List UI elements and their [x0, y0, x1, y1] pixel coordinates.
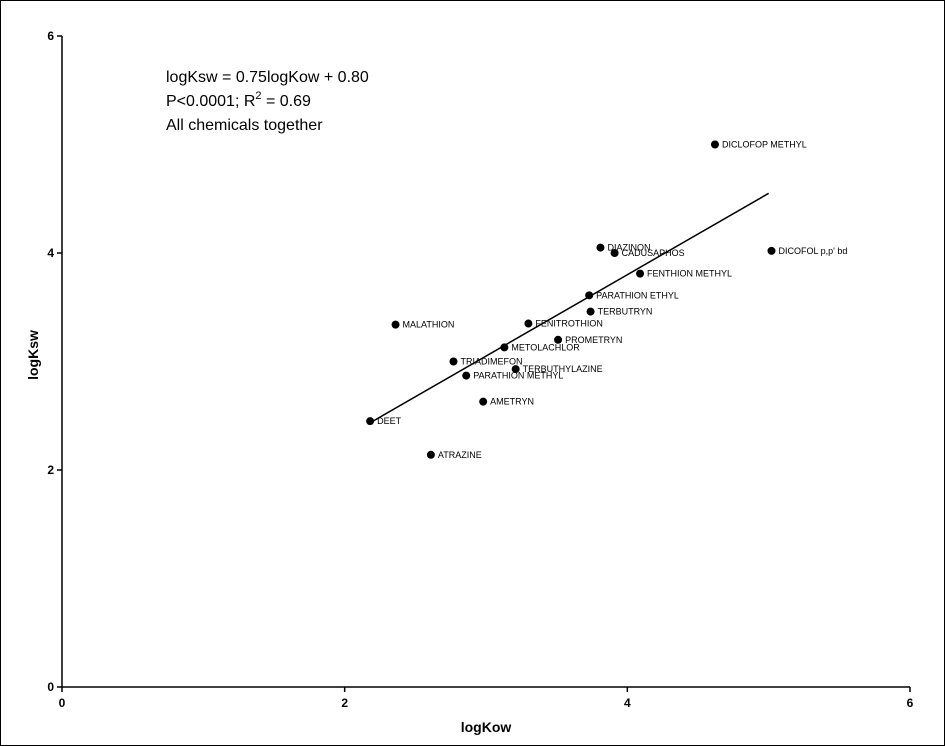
data-point — [391, 320, 400, 329]
stats-superscript: 2 — [255, 90, 261, 102]
axes: 0 2 4 6 0 2 4 6 — [47, 29, 913, 710]
data-point-label: TERBUTRYN — [598, 307, 653, 317]
data-point-label: PARATHION ETHYL — [596, 290, 679, 300]
y-tick-label: 2 — [47, 463, 54, 477]
x-tick-label: 0 — [59, 696, 66, 710]
stats-suffix: = 0.69 — [262, 93, 311, 110]
data-point — [585, 291, 594, 300]
data-point-label: DEET — [377, 416, 402, 426]
x-tick-label: 4 — [624, 696, 631, 710]
y-axis-title: logKsw — [25, 330, 41, 380]
data-point-label: METOLACHLOR — [511, 342, 580, 352]
data-point-label: FENITROTHION — [535, 319, 603, 329]
y-tick-label: 4 — [47, 246, 54, 260]
regression-annotation: logKsw = 0.75logKow + 0.80 P<0.0001; R2 … — [166, 69, 369, 134]
data-point-label: FENTHION METHYL — [647, 269, 732, 279]
x-tick-label: 6 — [907, 696, 914, 710]
data-point-label: ATRAZINE — [438, 450, 482, 460]
data-point — [449, 357, 458, 366]
data-point — [524, 319, 533, 328]
equation-text: logKsw = 0.75logKow + 0.80 — [166, 69, 369, 86]
data-point — [586, 307, 595, 316]
regression-line — [369, 192, 770, 424]
data-point — [511, 365, 520, 374]
data-point — [479, 397, 488, 406]
data-point — [500, 343, 509, 352]
y-tick-label: 6 — [47, 29, 54, 43]
data-point — [636, 269, 645, 278]
data-point-label: DIAZINON — [607, 243, 650, 253]
stats-text: P<0.0001; R2 = 0.69 — [166, 90, 311, 110]
y-ticks: 0 2 4 6 — [47, 29, 62, 694]
data-point — [610, 249, 619, 257]
data-point-label: DICOFOL p,p' bd — [778, 246, 847, 256]
data-point — [366, 417, 375, 426]
data-point-label: TRIADIMEFON — [460, 357, 522, 367]
data-point — [426, 450, 435, 459]
data-point-label: DICLOFOP METHYL — [722, 140, 807, 150]
data-point-label: AMETRYN — [490, 397, 534, 407]
data-point — [596, 243, 605, 252]
data-point-label: MALATHION — [403, 320, 455, 330]
data-point-label: CADUSAPHOS — [622, 248, 685, 258]
data-points: DEET MALATHION ATRAZINE TRIADIMEFON PARATHIO… — [366, 140, 847, 460]
data-point — [554, 335, 563, 344]
x-ticks: 0 2 4 6 — [59, 687, 914, 710]
data-point-label: PARATHION METHYL — [473, 371, 563, 381]
x-axis-title: logKow — [461, 719, 512, 735]
stats-prefix: P<0.0001; R — [166, 93, 255, 110]
x-tick-label: 2 — [341, 696, 348, 710]
data-point — [710, 140, 719, 149]
data-point-label: TERBUTHYLAZINE — [523, 364, 603, 374]
subset-text: All chemicals together — [166, 117, 323, 134]
data-point — [767, 246, 776, 255]
data-point — [462, 371, 471, 380]
data-point-label: PROMETRYN — [565, 335, 622, 345]
y-tick-label: 0 — [47, 680, 54, 694]
